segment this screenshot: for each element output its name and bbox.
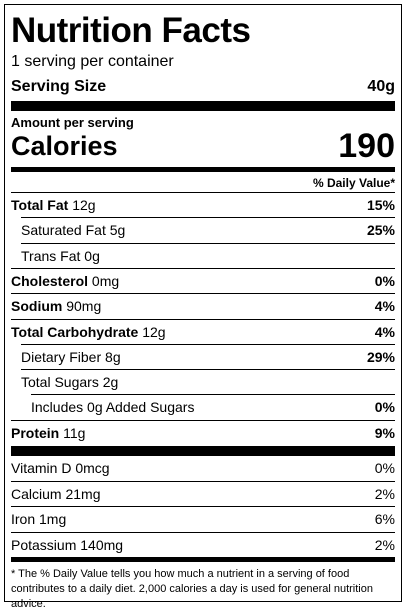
nutrient-name: Protein — [11, 424, 60, 441]
daily-value: 0% — [374, 399, 395, 416]
daily-value: 29% — [366, 348, 395, 365]
nutrient-row: Iron 1mg 6% — [11, 506, 395, 532]
nutrient-text: Total Fat 12g — [11, 197, 96, 213]
nutrient-name: Saturated Fat — [21, 222, 106, 239]
nutrient-text: Vitamin D 0mcg — [11, 460, 110, 476]
nutrient-text: Calcium 21mg — [11, 486, 101, 502]
nutrient-name: Total Carbohydrate — [11, 323, 139, 340]
nutrient-row: Potassium 140mg 2% — [11, 531, 395, 558]
serving-size-label: Serving Size — [11, 78, 107, 95]
medium-divider — [11, 167, 395, 172]
nutrient-name: Calcium — [11, 485, 62, 502]
daily-value: 2% — [374, 536, 395, 553]
nutrient-amount: 11g — [63, 424, 86, 441]
nutrient-text: Total Carbohydrate 12g — [11, 324, 166, 340]
calories-value: 190 — [338, 127, 395, 165]
nutrient-row: Total Sugars 2g — [21, 369, 395, 395]
nutrient-amount: 90mg — [66, 298, 102, 315]
nutrient-text: Sodium 90mg — [11, 298, 101, 314]
nutrient-row: Includes 0g Added Sugars 0% — [31, 394, 395, 420]
nutrient-row: Dietary Fiber 8g 29% — [21, 343, 395, 370]
nutrient-text: Dietary Fiber 8g — [21, 349, 121, 365]
nutrient-row: Cholesterol 0mg 0% — [11, 267, 395, 294]
nutrient-amount: 12g — [142, 323, 166, 340]
nutrient-name: Trans Fat — [21, 247, 81, 264]
daily-value: 4% — [374, 323, 395, 340]
nutrient-amount: 21mg — [65, 485, 101, 502]
daily-value: 15% — [366, 197, 395, 213]
nutrient-amount: 140mg — [80, 536, 124, 553]
nutrient-amount: 8g — [105, 348, 121, 365]
nutrient-amount: 12g — [72, 197, 96, 213]
thick-divider — [11, 446, 395, 455]
amount-per-serving: Amount per serving — [11, 115, 134, 130]
nutrition-label: Nutrition Facts 1 serving per container … — [4, 4, 402, 610]
daily-value: 4% — [374, 298, 395, 315]
daily-value: 2% — [374, 485, 395, 502]
nutrient-amount: 0mg — [91, 272, 120, 289]
servings: 1 serving per container — [11, 53, 174, 70]
nutrient-row: Sodium 90mg 4% — [11, 293, 395, 319]
thick-divider — [11, 101, 395, 111]
daily-value: 25% — [366, 222, 395, 239]
nutrient-name: Dietary Fiber — [21, 348, 102, 365]
nutrient-row: Calcium 21mg 2% — [11, 480, 395, 507]
daily-value: 0% — [374, 460, 395, 476]
serving-size-value: 40g — [367, 78, 395, 95]
nutrient-amount: 2g — [102, 374, 119, 391]
nutrient-name: Iron — [11, 511, 36, 527]
nutrient-amount: 1mg — [39, 511, 67, 527]
nutrient-row: Protein 11g 9% — [11, 419, 395, 446]
nutrient-text: Cholesterol 0mg — [11, 273, 119, 289]
nutrient-name: Potassium — [11, 536, 77, 553]
nutrient-amount: 0g — [84, 247, 100, 264]
nutrient-name: Cholesterol — [11, 272, 89, 289]
nutrient-name: Includes 0g Added Sugars — [31, 399, 195, 416]
daily-value: 9% — [374, 424, 395, 441]
nutrient-amount: 5g — [109, 222, 126, 239]
nutrient-row: Trans Fat 0g — [21, 242, 395, 269]
footnote: * The % Daily Value tells you how much a… — [11, 568, 373, 610]
nutrient-row: Vitamin D 0mcg 0% — [11, 455, 395, 481]
title: Nutrition Facts — [11, 11, 251, 50]
daily-value: 6% — [374, 511, 395, 527]
nutrient-text: Includes 0g Added Sugars — [31, 399, 194, 415]
nutrient-row: Saturated Fat 5g 25% — [21, 217, 395, 243]
nutrient-row: Total Carbohydrate 12g 4% — [11, 318, 395, 345]
nutrient-text: Protein 11g — [11, 425, 85, 441]
nutrient-text: Trans Fat 0g — [21, 248, 100, 264]
nutrient-text: Total Sugars 2g — [21, 374, 118, 390]
daily-value-header: % Daily Value* — [312, 176, 395, 190]
nutrient-name: Total Fat — [11, 197, 69, 213]
medium-divider — [11, 557, 395, 562]
nutrient-name: Total Sugars — [21, 374, 99, 391]
nutrient-amount: 0mcg — [75, 460, 110, 476]
nutrient-name: Vitamin D — [11, 460, 72, 476]
nutrient-name: Sodium — [11, 298, 63, 315]
calories-label: Calories — [11, 131, 118, 161]
nutrient-text: Potassium 140mg — [11, 537, 123, 553]
nutrient-text: Saturated Fat 5g — [21, 222, 125, 238]
daily-value: 0% — [374, 272, 395, 289]
nutrient-text: Iron 1mg — [11, 511, 66, 527]
nutrient-row: Total Fat 12g 15% — [11, 192, 395, 218]
